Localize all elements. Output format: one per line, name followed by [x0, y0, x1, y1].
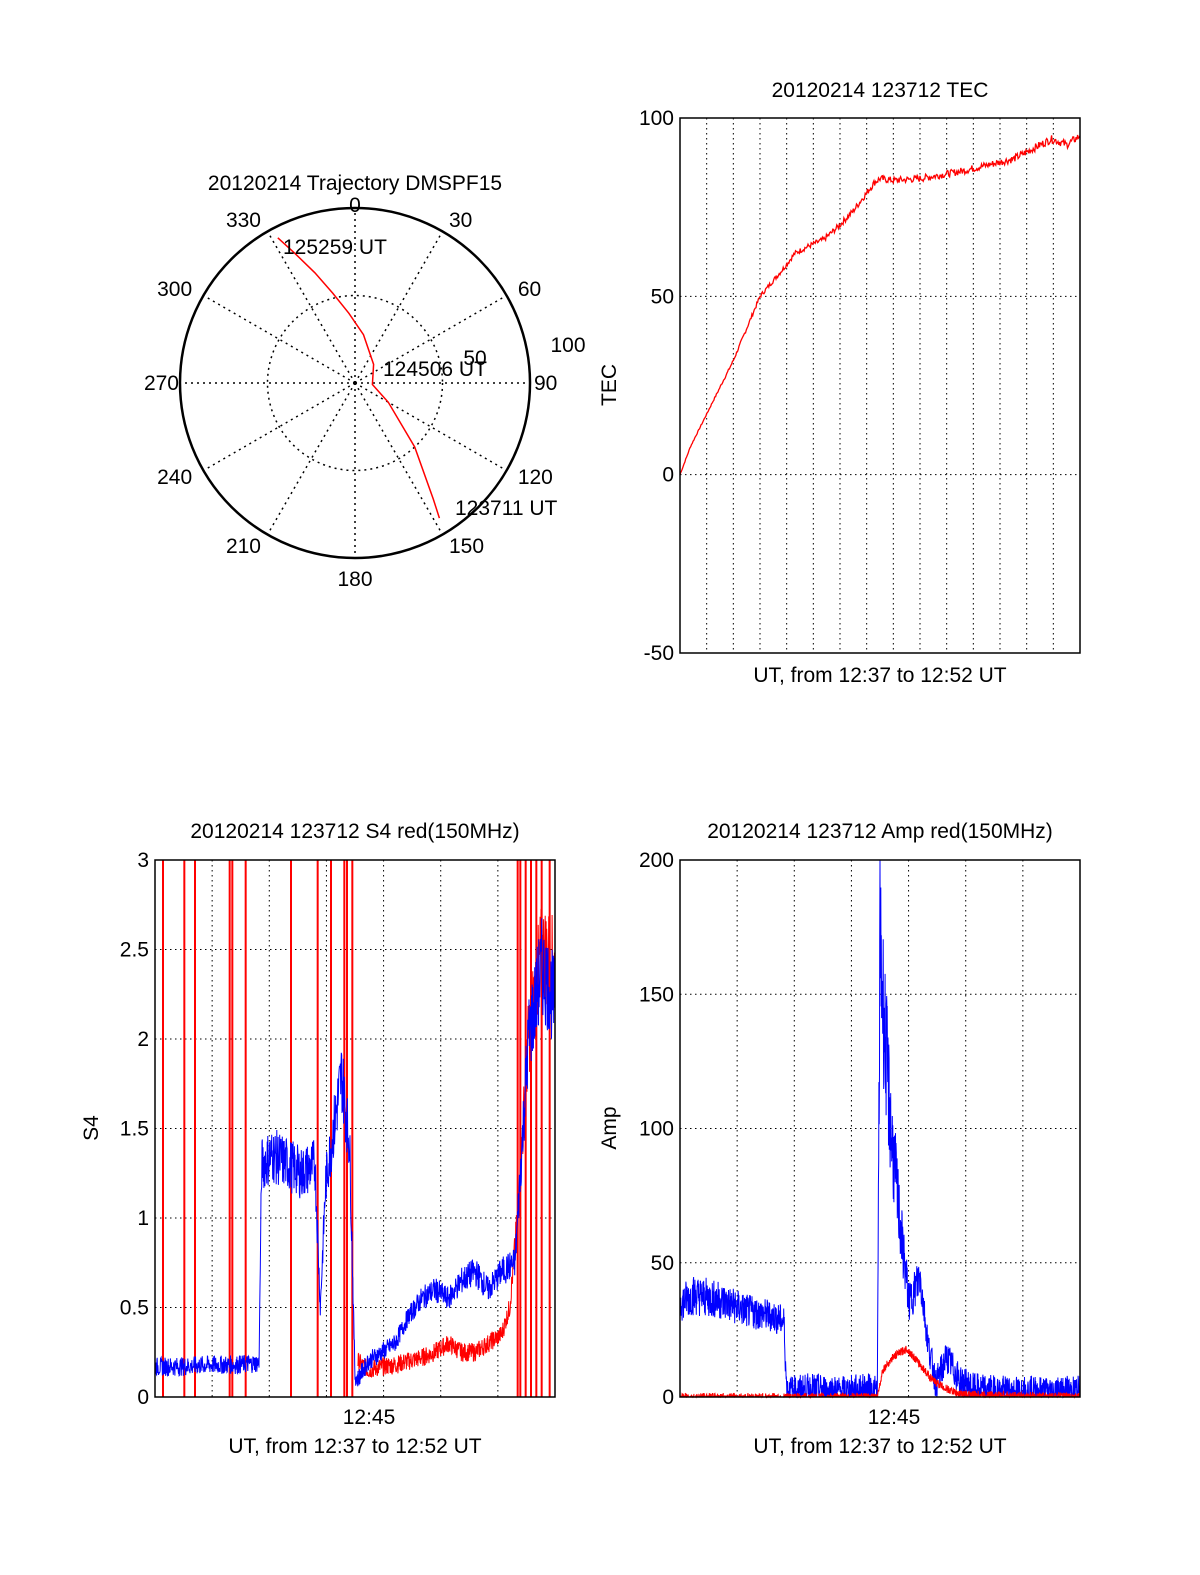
polar-spoke	[203, 294, 356, 384]
s4-grid	[155, 860, 555, 1397]
tec-series	[679, 134, 1081, 475]
tec-y-tick-label: 0	[662, 464, 674, 487]
polar-spoke	[266, 231, 356, 384]
amp-title: 20120214 123712 Amp red(150MHz)	[707, 820, 1053, 843]
tec-series-line	[679, 134, 1081, 475]
polar-annotation-end: 125259 UT	[283, 236, 387, 259]
polar-radius-label-50: 50	[463, 347, 486, 370]
tec-grid	[680, 118, 1080, 653]
s4-x-label: UT, from 12:37 to 12:52 UT	[228, 1435, 481, 1458]
s4-y-tick-label: 0	[137, 1386, 149, 1409]
amp-y-ticks: 0 50 100 150 200	[639, 849, 674, 1409]
polar-spoke	[354, 231, 444, 384]
tec-y-tick-label: -50	[644, 642, 674, 665]
s4-y-tick-label: 1.5	[120, 1118, 149, 1141]
tec-y-ticks: -50 0 50 100	[639, 107, 674, 665]
tec-x-label: UT, from 12:37 to 12:52 UT	[753, 664, 1006, 687]
s4-series	[154, 899, 556, 1387]
polar-spokes	[180, 208, 530, 558]
polar-angle-label: 150	[449, 535, 484, 558]
s4-y-tick-label: 2.5	[120, 939, 149, 962]
polar-inner-ring	[266, 294, 444, 472]
polar-annotation-start: 123711 UT	[455, 497, 558, 520]
s4-y-tick-label: 3	[137, 849, 149, 872]
polar-spoke	[354, 382, 444, 535]
s4-x-tick-1245: 12:45	[343, 1406, 396, 1429]
polar-angle-label: 300	[157, 278, 192, 301]
polar-angle-label: 210	[226, 535, 261, 558]
tec-y-label: TEC	[598, 364, 621, 406]
tec-title: 20120214 123712 TEC	[772, 79, 989, 102]
tec-y-tick-label: 100	[639, 107, 674, 130]
polar-angle-label: 0	[349, 194, 361, 217]
tec-frame	[679, 117, 1081, 654]
amp-y-tick-label: 50	[651, 1252, 674, 1275]
polar-angle-label: 330	[226, 209, 261, 232]
tec-y-tick-label: 50	[651, 285, 674, 308]
polar-spoke	[266, 382, 356, 535]
polar-spoke	[203, 382, 356, 472]
polar-title: 20120214 Trajectory DMSPF15	[208, 172, 502, 195]
polar-trajectory-line	[277, 237, 441, 519]
amp-panel: 20120214 123712 Amp red(150MHz) 0 50 100 15…	[598, 820, 1081, 1458]
amp-y-label: Amp	[598, 1106, 621, 1149]
polar-trajectory-panel: 20120214 Trajectory DMSPF15 0 30 60 90 120 15…	[144, 172, 586, 591]
polar-spoke	[354, 294, 507, 384]
polar-angle-label: 60	[518, 278, 541, 301]
s4-y-label: S4	[80, 1115, 103, 1141]
polar-spoke	[354, 382, 507, 472]
amp-y-tick-label: 0	[662, 1386, 674, 1409]
polar-angle-label: 30	[449, 209, 472, 232]
amp-frame	[679, 859, 1081, 1398]
s4-y-tick-label: 0.5	[120, 1297, 149, 1320]
amp-y-tick-label: 200	[639, 849, 674, 872]
s4-y-ticks: 0 0.5 1 1.5 2 2.5 3	[120, 849, 149, 1409]
polar-angle-label: 240	[157, 466, 192, 489]
s4-series-line	[154, 918, 556, 1387]
s4-red-spikes	[162, 860, 551, 1397]
s4-y-tick-label: 1	[137, 1207, 149, 1230]
s4-y-tick-label: 2	[137, 1028, 149, 1051]
polar-angle-label: 120	[518, 466, 553, 489]
polar-angle-label: 180	[337, 568, 372, 591]
polar-annotation-mid: 124506 UT	[383, 358, 487, 381]
amp-x-label: UT, from 12:37 to 12:52 UT	[753, 1435, 1006, 1458]
polar-radius-label-100: 100	[550, 334, 585, 357]
s4-panel: 20120214 123712 S4 red(150MHz) 0 0.5 1 1.5 2…	[80, 820, 556, 1458]
amp-x-tick-1245: 12:45	[868, 1406, 921, 1429]
s4-title: 20120214 123712 S4 red(150MHz)	[190, 820, 519, 843]
amp-y-tick-label: 150	[639, 983, 674, 1006]
polar-angle-label: 270	[144, 372, 179, 395]
amp-y-tick-label: 100	[639, 1118, 674, 1141]
tec-panel: 20120214 123712 TEC -50 0 50 100 TEC UT, fr…	[598, 79, 1081, 687]
s4-frame	[154, 859, 556, 1398]
polar-angle-label: 90	[534, 372, 557, 395]
polar-angle-labels: 0 30 60 90 120 150 180 210 240 270 300 330	[144, 194, 557, 591]
